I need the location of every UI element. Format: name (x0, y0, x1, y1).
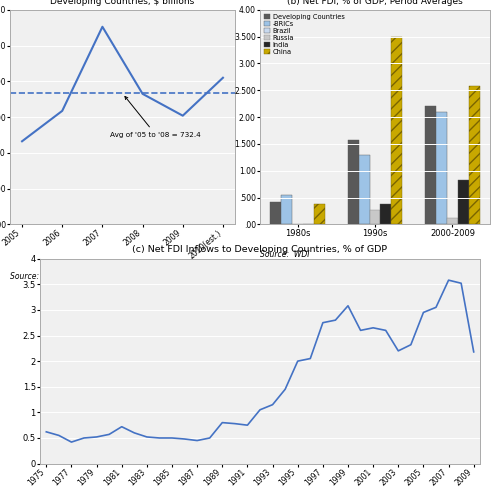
Bar (358, 155, 370, 224)
Bar (314, 204, 324, 224)
Text: Source:  Global Economic Prospects 2011: Source: Global Economic Prospects 2011 (10, 272, 169, 281)
Bar (282, 195, 292, 224)
Bar (447, 218, 458, 224)
Bar (426, 106, 436, 224)
Title: (a) Net Private and Official Flows to
Developing Countries, $ billions: (a) Net Private and Official Flows to De… (42, 0, 203, 6)
Bar (468, 86, 479, 224)
Bar (270, 202, 281, 224)
Bar (380, 204, 392, 224)
Text: Source:  WDI: Source: WDI (260, 250, 310, 259)
Text: Avg of '05 to '08 = 732.4: Avg of '05 to '08 = 732.4 (110, 97, 201, 138)
Bar (436, 112, 447, 224)
Title: (c) Net FDI Inflows to Developing Countries, % of GDP: (c) Net FDI Inflows to Developing Countr… (132, 244, 388, 254)
Bar (348, 140, 358, 224)
Bar (370, 210, 380, 224)
Bar (458, 181, 468, 224)
Legend: Developing Countries, -BRICs, Brazil, Russia, India, China: Developing Countries, -BRICs, Brazil, Ru… (264, 13, 345, 56)
Bar (392, 37, 402, 224)
Title: (b) Net FDI, % of GDP, Period Averages: (b) Net FDI, % of GDP, Period Averages (287, 0, 463, 6)
